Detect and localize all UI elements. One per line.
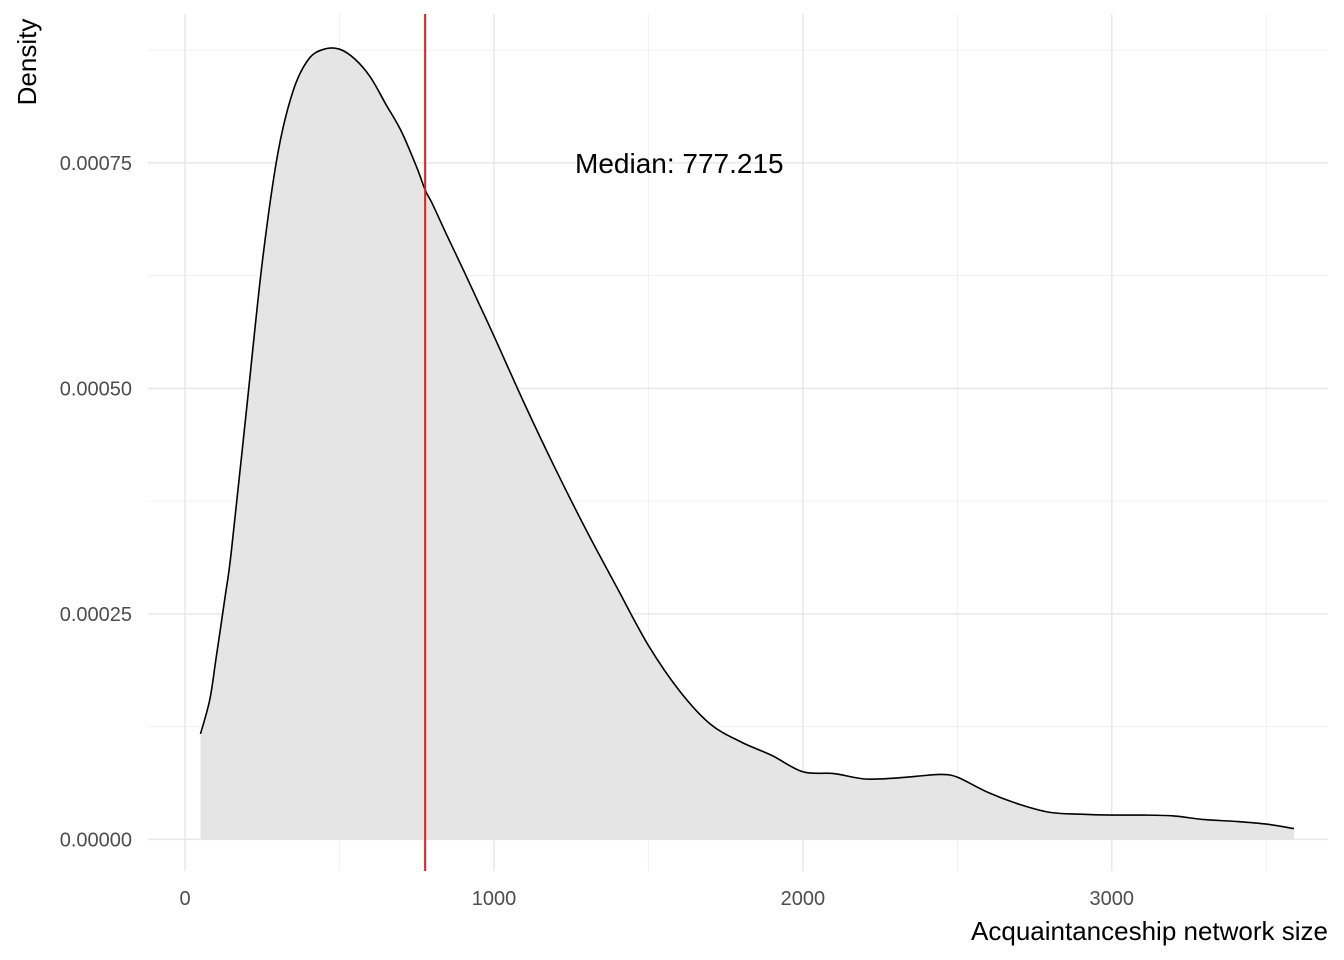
density-area-fill — [200, 47, 1295, 840]
chart-marks: Median: 777.215 — [199, 14, 1295, 871]
x-tick-label: 2000 — [781, 888, 826, 910]
tick-labels: 0 1000 2000 3000 0.00000 0.00025 0.00050 0.0007… — [60, 153, 1134, 910]
x-tick-label: 0 — [180, 888, 191, 910]
y-tick-label: 0.00025 — [60, 604, 132, 626]
y-axis-title: Density — [12, 19, 42, 106]
density-curve — [199, 47, 1295, 830]
y-tick-label: 0.00075 — [60, 153, 132, 175]
x-tick-label: 3000 — [1090, 888, 1135, 910]
median-label: Median: 777.215 — [575, 148, 784, 179]
y-tick-label: 0.00050 — [60, 378, 132, 400]
y-tick-label: 0.00000 — [60, 829, 132, 851]
x-tick-label: 1000 — [472, 888, 517, 910]
x-axis-title: Acquaintanceship network size — [971, 916, 1328, 946]
